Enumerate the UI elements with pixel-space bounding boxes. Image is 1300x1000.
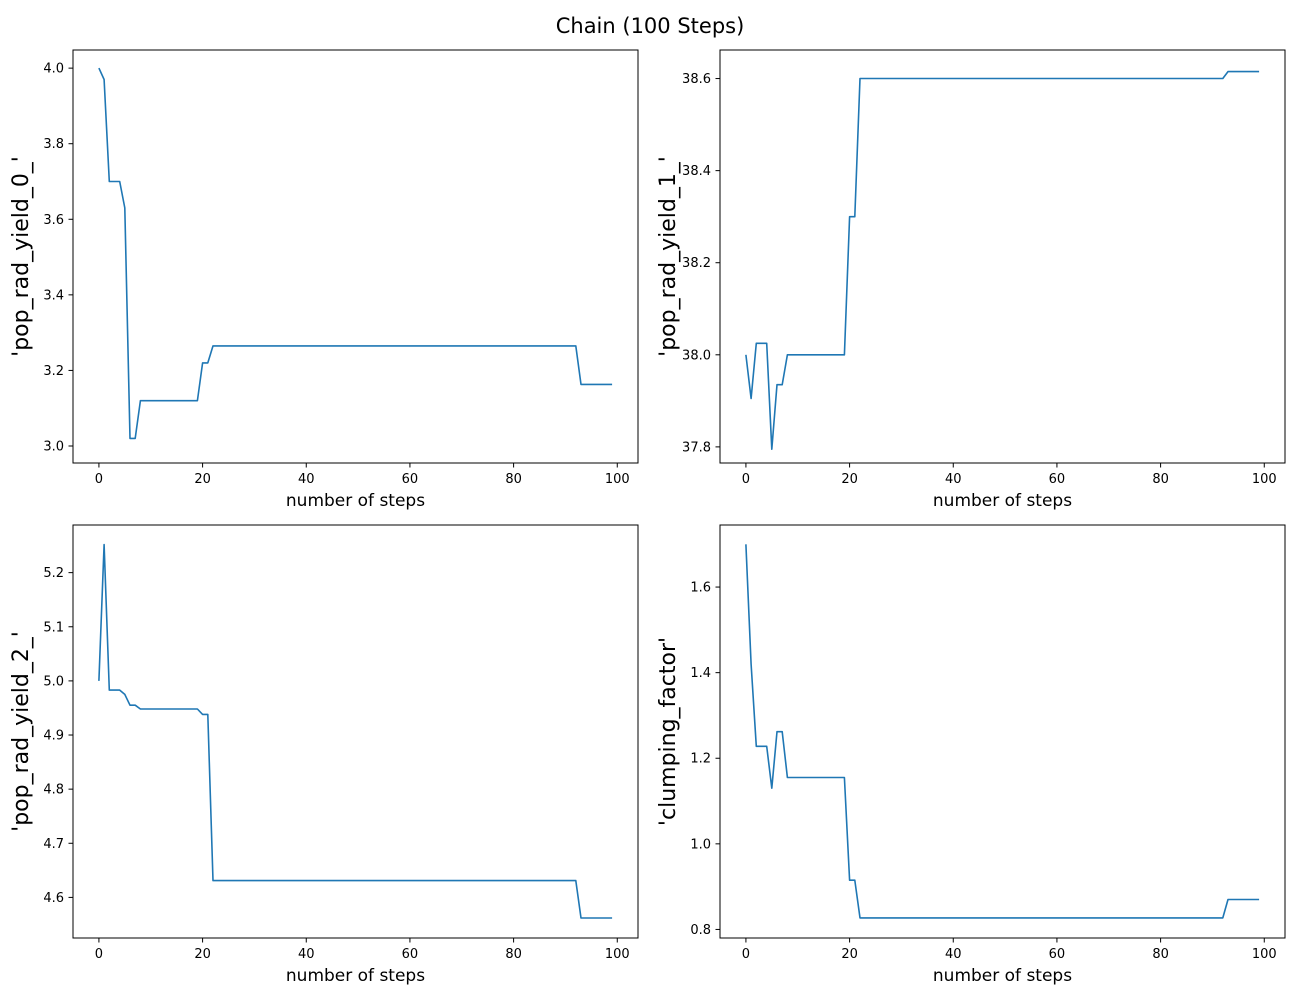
y-tick-label: 1.4 bbox=[690, 666, 711, 681]
y-tick-label: 5.0 bbox=[43, 674, 64, 689]
y-tick-label: 1.6 bbox=[690, 581, 711, 596]
panel-pop-rad-yield-2: 0 20 40 60 80 100 4.6 4.7 4.8 4.9 5.0 5.1 5.2 number … bbox=[9, 524, 639, 986]
y-tick-label: 3.8 bbox=[43, 137, 64, 152]
y-tick-label: 4.8 bbox=[43, 783, 64, 798]
series-line bbox=[745, 544, 1260, 919]
y-tick-label: 38.2 bbox=[682, 256, 711, 271]
y-axis-label: 'pop_rad_yield_0_' bbox=[9, 156, 34, 357]
y-axis-label: 'clumping_factor' bbox=[656, 637, 681, 826]
axes-frame bbox=[72, 524, 639, 939]
y-tick-label: 5.2 bbox=[43, 566, 64, 581]
y-tick-label: 5.1 bbox=[43, 620, 64, 635]
series-line bbox=[745, 70, 1260, 451]
y-tick-label: 38.0 bbox=[682, 348, 711, 363]
axes-frame bbox=[72, 49, 639, 464]
x-tick-label: 80 bbox=[505, 947, 522, 962]
y-tick-label: 3.6 bbox=[43, 213, 64, 228]
x-tick-label: 20 bbox=[841, 947, 858, 962]
x-tick-label: 100 bbox=[1252, 472, 1277, 487]
y-tick-label: 0.8 bbox=[690, 923, 711, 938]
x-axis-label: number of steps bbox=[286, 491, 425, 511]
x-tick-label: 0 bbox=[95, 947, 103, 962]
figure-title: Chain (100 Steps) bbox=[555, 14, 745, 38]
x-tick-label: 100 bbox=[605, 472, 630, 487]
x-tick-label: 60 bbox=[402, 472, 419, 487]
x-tick-label: 80 bbox=[1152, 947, 1169, 962]
x-tick-label: 40 bbox=[298, 472, 315, 487]
y-axis-label: 'pop_rad_yield_2_' bbox=[9, 631, 34, 832]
x-tick-label: 60 bbox=[402, 947, 419, 962]
x-axis-label: number of steps bbox=[933, 966, 1072, 986]
y-tick-label: 4.7 bbox=[43, 837, 64, 852]
x-axis-label: number of steps bbox=[286, 966, 425, 986]
x-tick-label: 0 bbox=[95, 472, 103, 487]
y-tick-label: 4.9 bbox=[43, 729, 64, 744]
y-tick-label: 3.2 bbox=[43, 364, 64, 379]
panel-pop-rad-yield-0: 0 20 40 60 80 100 3.0 3.2 3.4 3.6 3.8 4.0 number of … bbox=[9, 49, 639, 511]
x-tick-label: 100 bbox=[1252, 947, 1277, 962]
x-tick-label: 100 bbox=[605, 947, 630, 962]
x-tick-label: 80 bbox=[505, 472, 522, 487]
axes-frame bbox=[719, 524, 1286, 939]
x-tick-label: 40 bbox=[945, 947, 962, 962]
y-tick-label: 4.0 bbox=[43, 62, 64, 77]
y-axis-label: 'pop_rad_yield_1_' bbox=[656, 156, 681, 357]
x-tick-label: 20 bbox=[194, 472, 211, 487]
axes-frame bbox=[719, 49, 1286, 464]
panel-clumping-factor: 0 20 40 60 80 100 0.8 1.0 1.2 1.4 1.6 number of ste… bbox=[656, 524, 1286, 986]
x-tick-label: 80 bbox=[1152, 472, 1169, 487]
y-tick-label: 38.4 bbox=[682, 164, 711, 179]
series-line bbox=[98, 67, 613, 440]
x-tick-label: 60 bbox=[1049, 472, 1066, 487]
y-tick-label: 37.8 bbox=[682, 440, 711, 455]
y-tick-label: 3.0 bbox=[43, 439, 64, 454]
y-tick-label: 1.2 bbox=[690, 752, 711, 767]
y-tick-label: 1.0 bbox=[690, 837, 711, 852]
y-tick-label: 4.6 bbox=[43, 891, 64, 906]
x-tick-label: 0 bbox=[742, 947, 750, 962]
x-tick-label: 40 bbox=[945, 472, 962, 487]
y-tick-label: 3.4 bbox=[43, 288, 64, 303]
x-tick-label: 20 bbox=[841, 472, 858, 487]
y-tick-label: 38.6 bbox=[682, 72, 711, 87]
x-tick-label: 20 bbox=[194, 947, 211, 962]
panel-pop-rad-yield-1: 0 20 40 60 80 100 37.8 38.0 38.2 38.4 38.6 number o… bbox=[656, 49, 1286, 511]
series-line bbox=[98, 543, 613, 919]
x-tick-label: 40 bbox=[298, 947, 315, 962]
x-tick-label: 60 bbox=[1049, 947, 1066, 962]
x-tick-label: 0 bbox=[742, 472, 750, 487]
x-axis-label: number of steps bbox=[933, 491, 1072, 511]
